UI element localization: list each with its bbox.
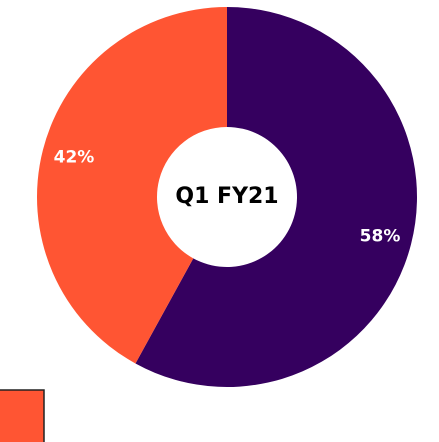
value-label: 58%: [360, 226, 401, 246]
slices: [36, 7, 417, 387]
slice: [36, 7, 227, 364]
value-label: 42%: [54, 148, 95, 168]
center-label: Q1 FY21: [175, 184, 278, 209]
legend-swatch: [0, 389, 45, 442]
slice: [135, 7, 417, 387]
